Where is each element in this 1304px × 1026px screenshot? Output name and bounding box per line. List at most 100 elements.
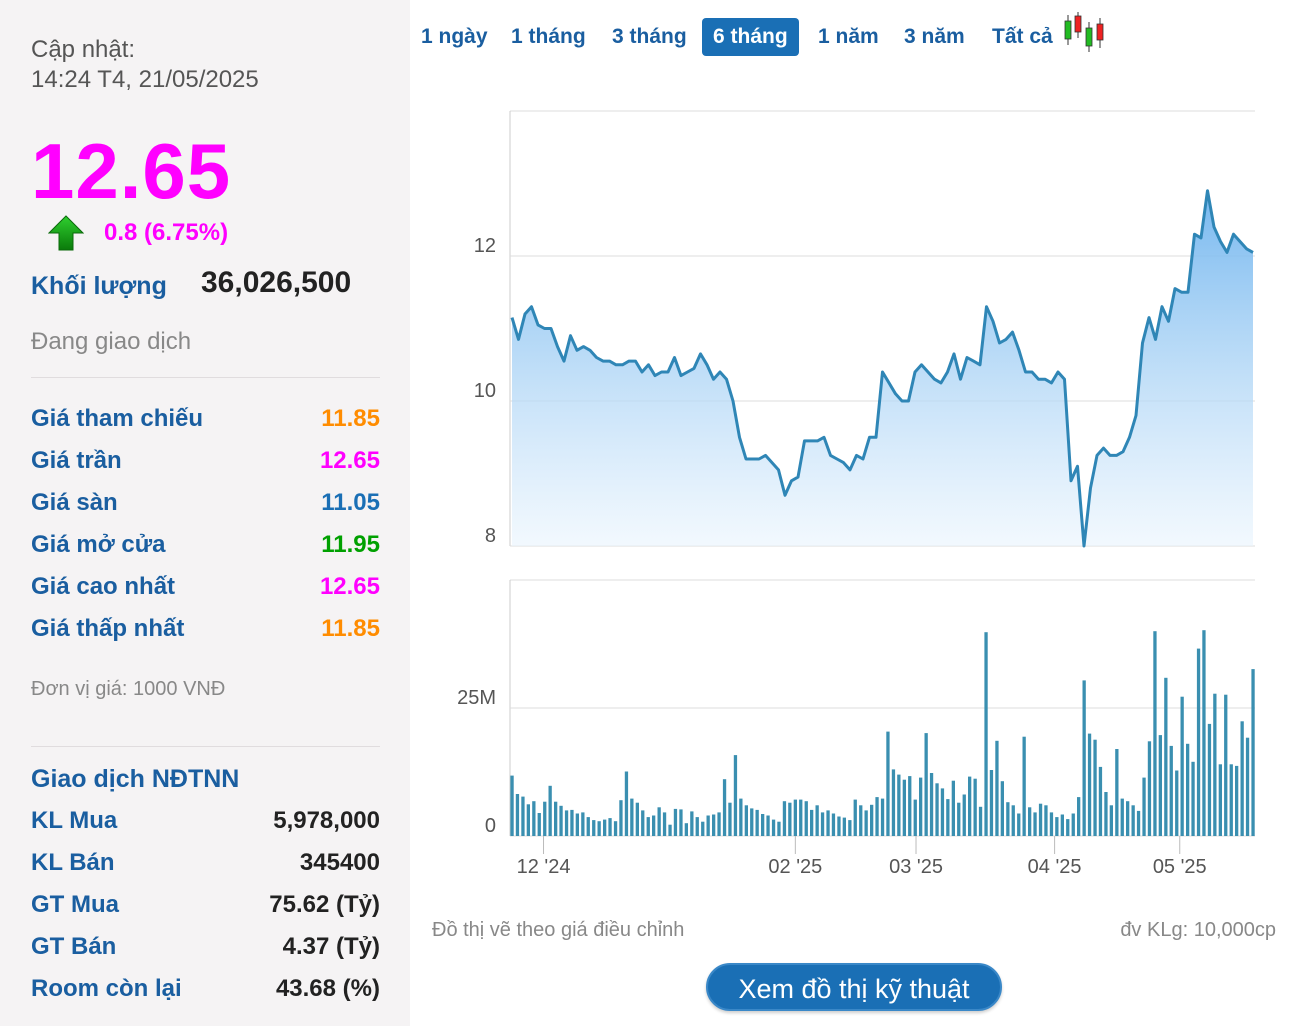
tab-6-months[interactable]: 6 tháng bbox=[702, 18, 799, 56]
volume-bar bbox=[1224, 694, 1228, 836]
volume-bar bbox=[619, 800, 623, 836]
price-row-low: Giá thấp nhất 11.85 bbox=[31, 615, 380, 647]
volume-bar bbox=[613, 821, 618, 836]
current-price: 12.65 bbox=[31, 127, 232, 215]
volume-bar bbox=[1006, 802, 1010, 836]
volume-bar bbox=[968, 776, 972, 836]
tab-3-months[interactable]: 3 tháng bbox=[612, 25, 687, 48]
volume-bars bbox=[510, 630, 1255, 836]
volume-bar bbox=[1077, 797, 1081, 836]
volume-bar bbox=[570, 809, 574, 836]
price-value: 11.85 bbox=[321, 405, 380, 432]
price-value: 11.85 bbox=[321, 615, 380, 642]
volume-bar bbox=[559, 805, 563, 836]
volume-bar bbox=[1213, 693, 1217, 836]
volume-bar bbox=[1044, 805, 1048, 836]
volume-bar bbox=[733, 755, 738, 836]
volume-bar bbox=[1055, 817, 1059, 836]
volume-bar bbox=[597, 821, 601, 836]
technical-chart-button[interactable]: Xem đồ thị kỹ thuật bbox=[706, 963, 1002, 1011]
volume-bar bbox=[1235, 765, 1239, 836]
trading-status: Đang giao dịch bbox=[31, 328, 192, 355]
volume-bar bbox=[750, 808, 754, 836]
volume-bar bbox=[1000, 781, 1004, 836]
up-arrow-icon bbox=[48, 215, 84, 251]
volume-bar bbox=[842, 817, 846, 836]
volume-bar bbox=[1120, 798, 1124, 836]
price-row-high: Giá cao nhất 12.65 bbox=[31, 573, 380, 605]
volume-bar bbox=[1098, 766, 1103, 836]
volume-bar bbox=[646, 817, 650, 836]
price-label: Giá cao nhất bbox=[31, 573, 176, 600]
volume-bar bbox=[940, 788, 945, 836]
volume-bar bbox=[537, 813, 541, 836]
volume-bar bbox=[657, 807, 661, 836]
tab-3-years[interactable]: 3 năm bbox=[904, 25, 965, 48]
volume-bar bbox=[984, 632, 988, 836]
volume-bar bbox=[1049, 812, 1054, 836]
divider bbox=[31, 746, 380, 747]
foreign-trading-title: Giao dịch NĐTNN bbox=[31, 765, 240, 793]
volume-bar bbox=[831, 813, 836, 836]
volume-bar bbox=[608, 818, 612, 836]
volume-bar bbox=[1180, 696, 1184, 836]
volume-bar bbox=[902, 779, 906, 836]
volume-bar bbox=[1082, 680, 1086, 836]
price-tick-label: 10 bbox=[474, 380, 496, 402]
volume-bar bbox=[870, 804, 874, 836]
x-tick-label: 04 '25 bbox=[1028, 856, 1082, 878]
volume-bar bbox=[1033, 812, 1037, 836]
volume-grid: 0 25M bbox=[457, 579, 1255, 837]
volume-bar bbox=[1207, 723, 1212, 836]
update-label: Cập nhật: bbox=[31, 36, 136, 63]
volume-bar bbox=[761, 814, 765, 836]
tab-1-day[interactable]: 1 ngày bbox=[421, 25, 488, 48]
volume-bar bbox=[1028, 807, 1032, 836]
foreign-row-room: Room còn lại 43.68 (%) bbox=[31, 975, 380, 1007]
volume-bar bbox=[1022, 736, 1026, 836]
foreign-value: 4.37 (Tỷ) bbox=[282, 933, 380, 960]
price-label: Giá trần bbox=[31, 447, 122, 474]
volume-bar bbox=[1164, 677, 1168, 836]
volume-bar bbox=[662, 812, 667, 836]
volume-bar bbox=[1147, 741, 1152, 836]
volume-bar bbox=[766, 815, 770, 836]
foreign-label: GT Bán bbox=[31, 933, 117, 960]
foreign-row-buy-value: GT Mua 75.62 (Tỷ) bbox=[31, 891, 380, 923]
volume-bar bbox=[624, 771, 629, 836]
volume-bar bbox=[706, 815, 710, 836]
volume-bar bbox=[592, 820, 596, 836]
x-tick-label: 03 '25 bbox=[889, 856, 943, 878]
volume-bar bbox=[1240, 721, 1244, 836]
tab-all[interactable]: Tất cả bbox=[992, 25, 1053, 48]
price-change: 0.8 (6.75%) bbox=[104, 219, 229, 246]
price-row-floor: Giá sàn 11.05 bbox=[31, 489, 380, 521]
volume-bar bbox=[564, 810, 569, 836]
volume-label: Khối lượng bbox=[31, 272, 167, 300]
volume-bar bbox=[815, 805, 819, 836]
volume-bar bbox=[1131, 805, 1135, 836]
divider bbox=[31, 377, 380, 378]
volume-bar bbox=[919, 777, 923, 836]
volume-bar bbox=[951, 780, 955, 836]
volume-bar bbox=[755, 809, 759, 836]
volume-bar bbox=[804, 801, 808, 836]
volume-bar bbox=[929, 773, 934, 836]
volume-bar bbox=[924, 733, 928, 836]
adjusted-price-note: Đồ thị vẽ theo giá điều chỉnh bbox=[432, 919, 685, 941]
volume-value: 36,026,500 bbox=[201, 266, 352, 299]
volume-bar bbox=[1126, 801, 1130, 836]
volume-bar bbox=[668, 824, 672, 836]
volume-bar bbox=[837, 816, 841, 836]
tab-1-month[interactable]: 1 tháng bbox=[511, 25, 586, 48]
volume-bar bbox=[897, 774, 901, 836]
volume-bar bbox=[848, 820, 852, 836]
unit-note: Đơn vị giá: 1000 VNĐ bbox=[31, 678, 226, 700]
candlestick-icon[interactable] bbox=[1062, 12, 1106, 52]
x-tick-label: 02 '25 bbox=[768, 856, 822, 878]
volume-bar bbox=[782, 801, 787, 836]
tab-1-year[interactable]: 1 năm bbox=[818, 25, 879, 48]
volume-bar bbox=[630, 798, 634, 836]
price-row-ceiling: Giá trần 12.65 bbox=[31, 447, 380, 479]
volume-bar bbox=[603, 819, 607, 836]
